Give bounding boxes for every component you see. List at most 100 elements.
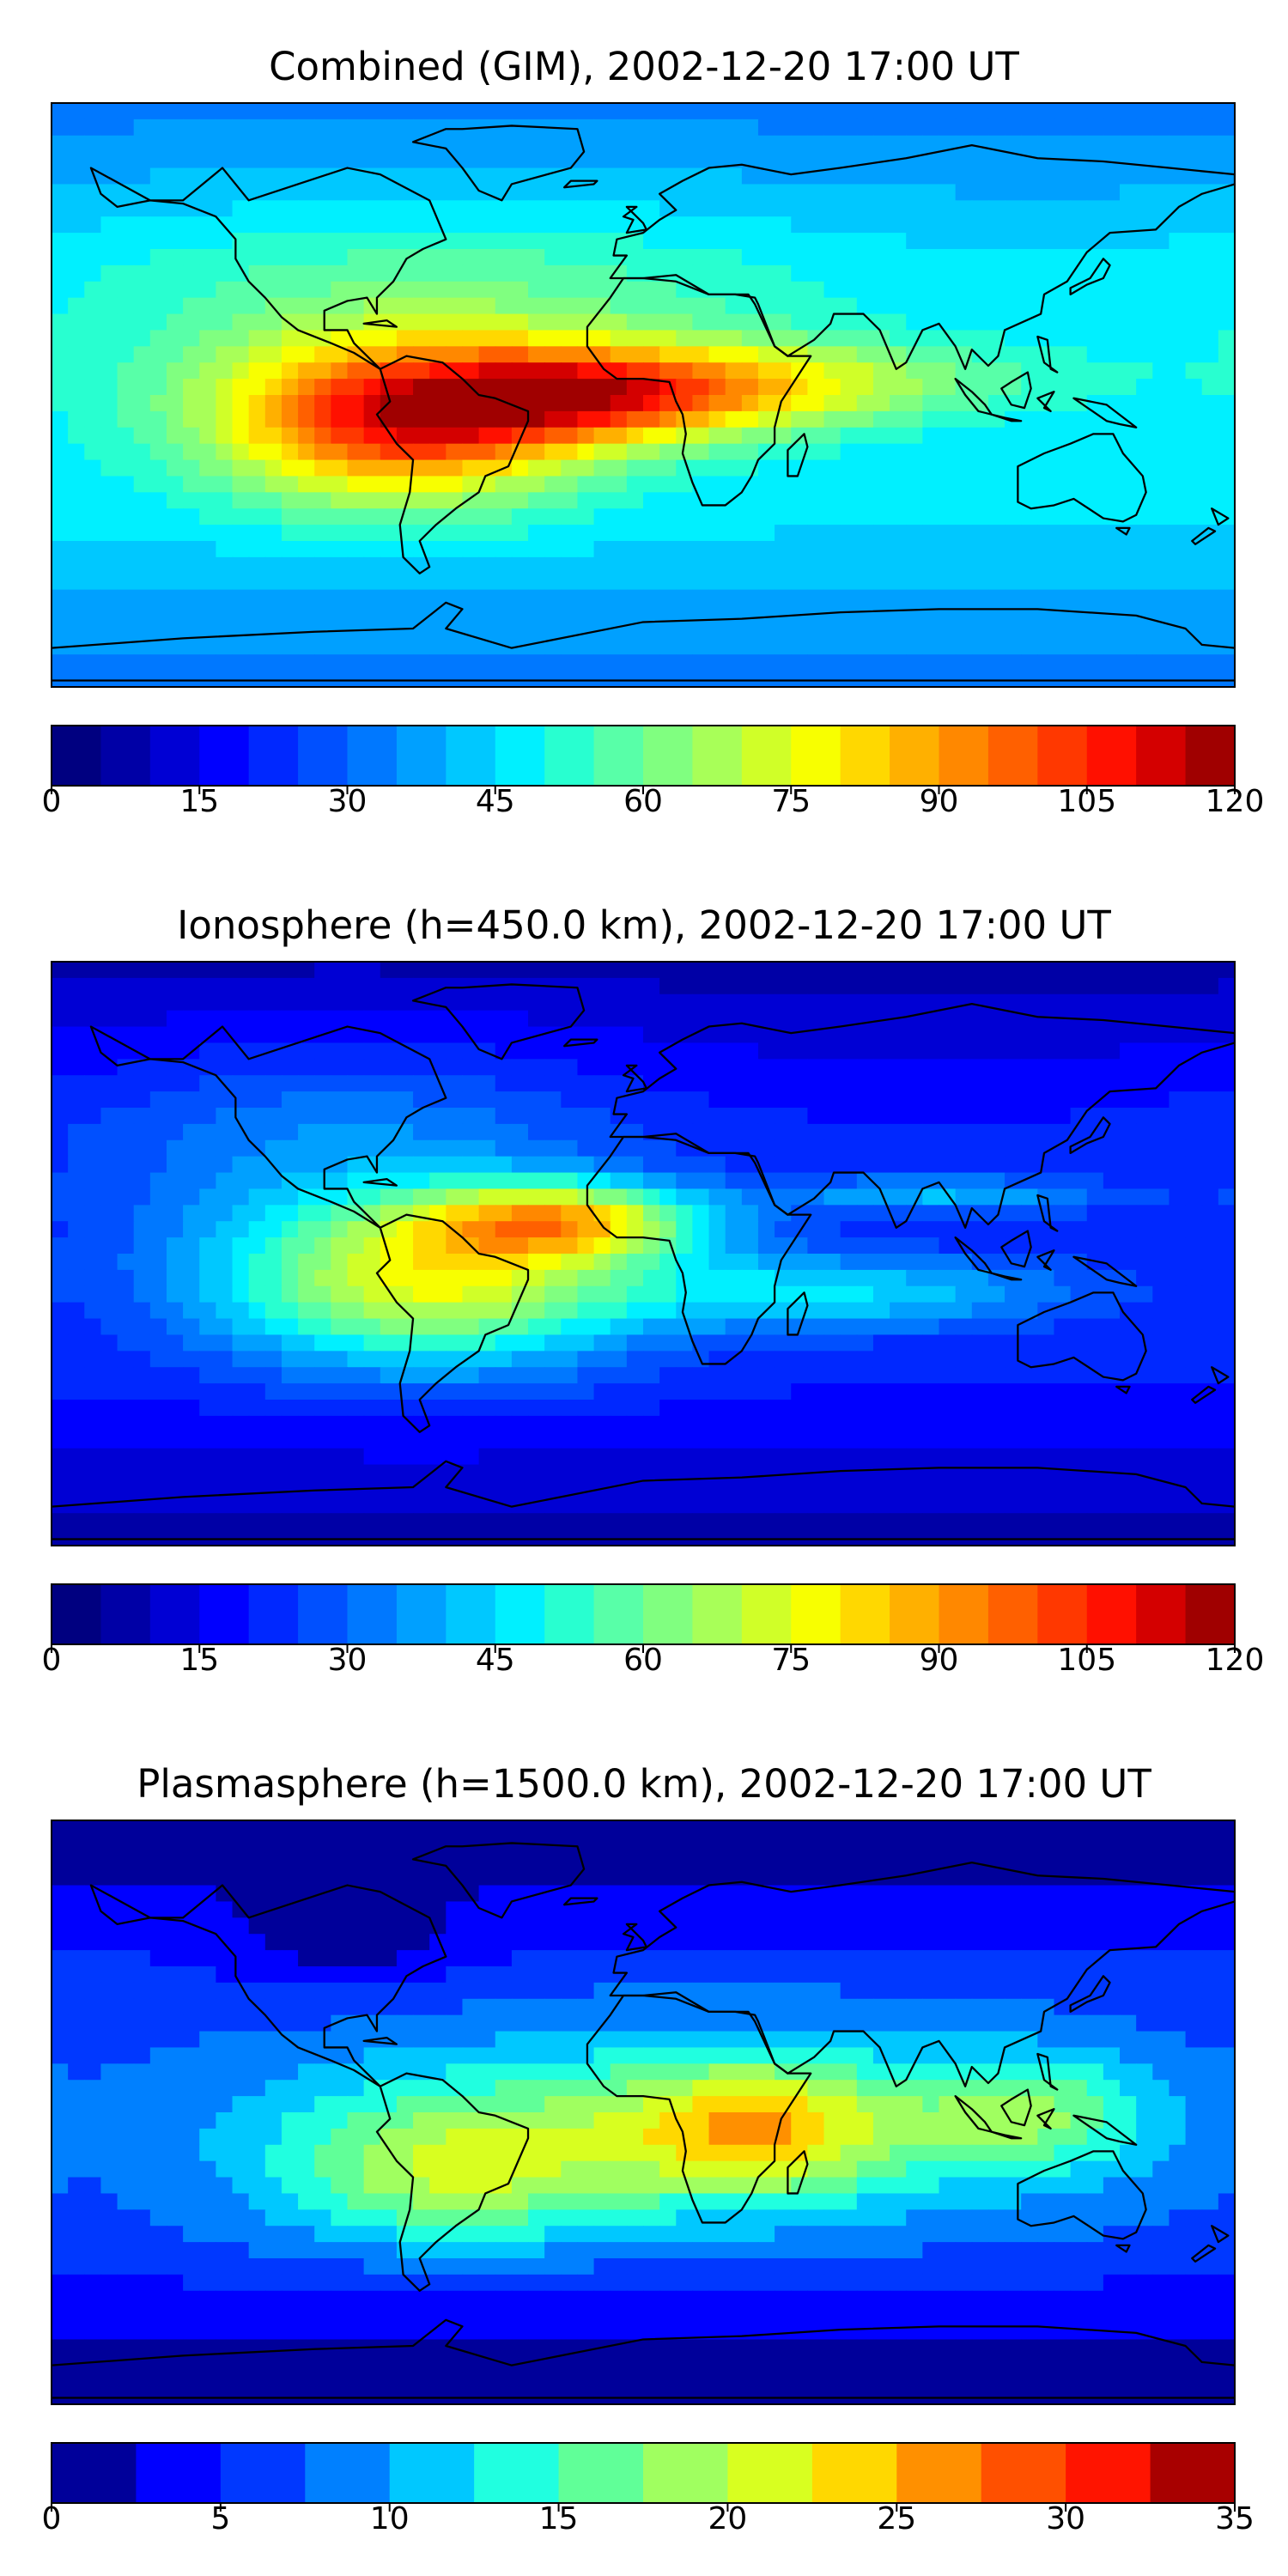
- heatmap-cell: [610, 1075, 628, 1092]
- heatmap-cell: [610, 443, 628, 461]
- heatmap-cell: [363, 118, 381, 137]
- heatmap-cell: [281, 1269, 299, 1287]
- heatmap-cell: [1070, 993, 1088, 1012]
- heatmap-cell: [872, 605, 890, 623]
- heatmap-cell: [1185, 993, 1203, 1012]
- heatmap-cell: [692, 654, 710, 671]
- heatmap-cell: [363, 1139, 381, 1157]
- heatmap-cell: [1037, 1269, 1055, 1287]
- heatmap-cell: [347, 541, 365, 558]
- heatmap-cell: [987, 654, 1005, 671]
- heatmap-cell: [331, 330, 349, 347]
- heatmap-cell: [955, 362, 973, 380]
- heatmap-cell: [757, 525, 775, 542]
- heatmap-cell: [757, 541, 775, 558]
- heatmap-cell: [890, 1172, 907, 1190]
- heatmap-cell: [840, 1188, 858, 1206]
- heatmap-cell: [511, 379, 529, 396]
- heatmap-cell: [775, 1123, 792, 1141]
- heatmap-cell: [922, 1108, 940, 1125]
- heatmap-cell: [495, 379, 513, 396]
- heatmap-cell: [856, 1415, 874, 1433]
- heatmap-cell: [166, 1480, 184, 1498]
- heatmap-cell: [577, 993, 595, 1012]
- heatmap-cell: [971, 200, 989, 217]
- heatmap-cell: [363, 395, 381, 412]
- heatmap-cell: [314, 1042, 331, 1060]
- heatmap-cell: [708, 654, 726, 671]
- heatmap-cell: [577, 1139, 595, 1157]
- heatmap-cell: [1201, 1269, 1219, 1287]
- heatmap-cell: [906, 993, 923, 1012]
- heatmap-cell: [396, 459, 414, 477]
- heatmap-cell: [347, 977, 365, 995]
- heatmap-cell: [561, 1139, 579, 1157]
- heatmap-cell: [823, 1237, 841, 1255]
- heatmap-cell: [232, 216, 250, 234]
- heatmap-cell: [906, 1042, 923, 1060]
- heatmap-cell: [462, 1415, 480, 1433]
- heatmap-cell: [478, 573, 496, 591]
- heatmap-cell: [511, 1221, 529, 1238]
- heatmap-cell: [906, 379, 923, 396]
- heatmap-cell: [347, 427, 365, 445]
- heatmap-cell: [922, 362, 940, 380]
- heatmap-cell: [363, 1464, 381, 1482]
- heatmap-cell: [446, 1367, 464, 1384]
- heatmap-cell: [52, 233, 69, 250]
- heatmap-cell: [544, 233, 562, 250]
- heatmap-cell: [807, 264, 825, 283]
- heatmap-cell: [84, 654, 102, 671]
- heatmap-cell: [52, 541, 69, 558]
- heatmap-cell: [577, 671, 595, 687]
- heatmap-cell: [380, 427, 398, 445]
- heatmap-cell: [495, 508, 513, 526]
- heatmap-cell: [593, 671, 611, 687]
- heatmap-cell: [52, 1351, 69, 1368]
- heatmap-cell: [314, 233, 331, 250]
- heatmap-cell: [149, 379, 167, 396]
- heatmap-cell: [232, 1302, 250, 1320]
- heatmap-cell: [199, 589, 216, 607]
- heatmap-cell: [347, 118, 365, 137]
- heatmap-cell: [890, 1448, 907, 1466]
- heatmap-cell: [183, 135, 200, 153]
- heatmap-cell: [856, 1254, 874, 1271]
- heatmap-cell: [906, 1254, 923, 1271]
- heatmap-cell: [725, 233, 743, 250]
- heatmap-cell: [922, 1285, 940, 1303]
- heatmap-cell: [626, 962, 644, 979]
- heatmap-cell: [1005, 233, 1022, 250]
- heatmap-cell: [1201, 605, 1219, 623]
- heatmap-cell: [906, 151, 923, 169]
- heatmap-cell: [84, 1464, 102, 1482]
- heatmap-cell: [133, 1205, 151, 1222]
- heatmap-cell: [84, 1285, 102, 1303]
- heatmap-cell: [725, 993, 743, 1012]
- heatmap-cell: [955, 1075, 973, 1092]
- heatmap-cell: [544, 395, 562, 412]
- heatmap-cell: [872, 1367, 890, 1384]
- heatmap-cell: [68, 1318, 85, 1336]
- heatmap-cell: [166, 1415, 184, 1433]
- heatmap-cell: [561, 410, 579, 428]
- heatmap-cell: [971, 1415, 989, 1433]
- heatmap-cell: [1037, 1042, 1055, 1060]
- heatmap-cell: [593, 167, 611, 185]
- heatmap-cell: [725, 1431, 743, 1449]
- heatmap-cell: [331, 395, 349, 412]
- heatmap-cell: [610, 427, 628, 445]
- heatmap-cell: [840, 1351, 858, 1368]
- heatmap-cell: [987, 1205, 1005, 1222]
- heatmap-cell: [544, 1302, 562, 1320]
- heatmap-cell: [528, 1480, 545, 1498]
- heatmap-cell: [117, 1156, 135, 1174]
- heatmap-cell: [971, 184, 989, 201]
- heatmap-cell: [380, 1091, 398, 1109]
- heatmap-cell: [741, 1188, 759, 1206]
- heatmap-cell: [692, 508, 710, 526]
- heatmap-cell: [577, 1367, 595, 1384]
- heatmap-cell: [987, 1334, 1005, 1352]
- heatmap-cell: [791, 1010, 808, 1028]
- heatmap-cell: [117, 249, 135, 266]
